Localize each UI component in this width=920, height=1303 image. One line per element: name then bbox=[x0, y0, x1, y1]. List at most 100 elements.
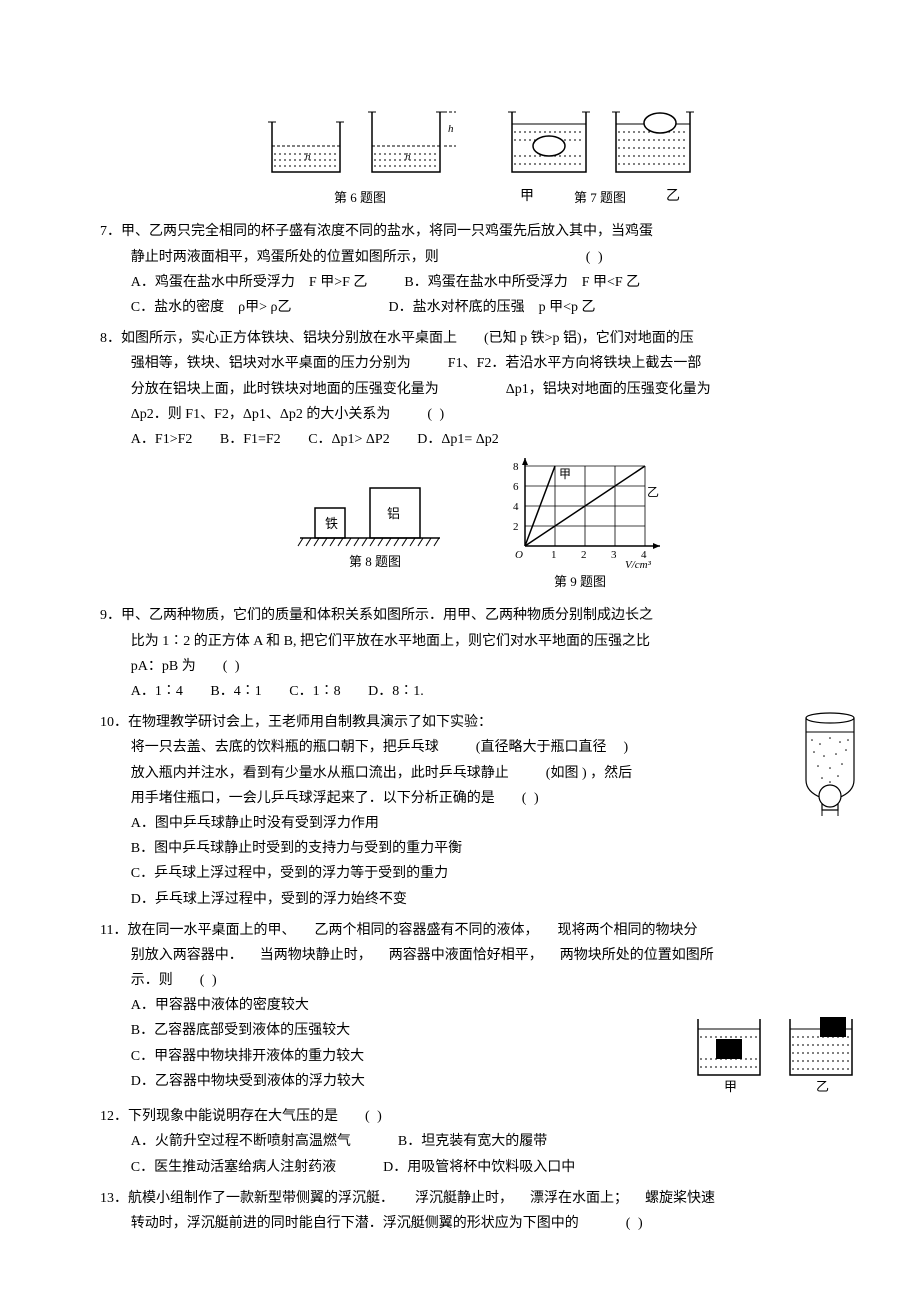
q13-ta2: 浮沉艇静止时， bbox=[415, 1191, 513, 1206]
q8-D: D．Δp1= Δp2 bbox=[417, 427, 499, 452]
q12-A: A．火箭升空过程不断喷射高温燃气 bbox=[131, 1134, 351, 1149]
q11-tb: 别放入两容器中． bbox=[131, 948, 243, 963]
q11-tb2: 当两物块静止时， bbox=[260, 948, 372, 963]
q7-A: A．鸡蛋在盐水中所受浮力 F 甲>F 乙 bbox=[131, 275, 368, 290]
fig9-yi: 乙 bbox=[647, 485, 659, 499]
fig6-wrap: h h h 第 6 题图 bbox=[260, 104, 460, 209]
q10-ta: 在物理教学研讨会上，王老师用自制教具演示了如下实验： bbox=[128, 715, 492, 730]
q11-num: 11． bbox=[100, 923, 127, 938]
q13-ta4: 螺旋桨快速 bbox=[645, 1191, 715, 1206]
q12-B: B．坦克装有宽大的履带 bbox=[398, 1134, 547, 1149]
fig9-wrap: 甲 乙 8 6 4 2 O 1 2 3 4 m/g V/cm³ 第 9 题图 bbox=[495, 458, 665, 593]
q9-tc: pA：pB 为 bbox=[131, 659, 196, 674]
q7-num: 7． bbox=[100, 224, 121, 239]
q7-ta: 甲、乙两只完全相同的杯子盛有浓度不同的盐水，将同一只鸡蛋先后放入其中，当鸡蛋 bbox=[121, 224, 653, 239]
q7-tb: 静止时两液面相平，鸡蛋所处的位置如图所示，则 bbox=[131, 250, 439, 265]
q9-tb: 比为 1∶2 的正方体 A 和 B, 把它们平放在水平地面上，则它们对水平地面的… bbox=[131, 634, 650, 649]
q13: 13．航模小组制作了一款新型带侧翼的浮沉艇． 浮沉艇静止时， 漂浮在水面上； 螺… bbox=[100, 1186, 860, 1236]
q12-paren: ( ) bbox=[365, 1109, 384, 1124]
svg-text:2: 2 bbox=[513, 521, 519, 533]
q8-num: 8． bbox=[100, 331, 121, 346]
q9-B: B．4∶1 bbox=[210, 679, 261, 704]
svg-text:3: 3 bbox=[611, 549, 617, 561]
q9: 9．甲、乙两种物质，它们的质量和体积关系如图所示．用甲、乙两种物质分别制成边长之… bbox=[100, 603, 860, 704]
fig8-fe-label: 铁 bbox=[325, 516, 338, 531]
q12-t: 下列现象中能说明存在大气压的是 bbox=[128, 1109, 338, 1124]
q11-tc: 示．则 bbox=[131, 973, 173, 988]
svg-text:h: h bbox=[448, 123, 454, 135]
fig7-label-left: 甲 bbox=[520, 184, 534, 209]
q7-paren: ( ) bbox=[586, 250, 605, 265]
q11-D: D．乙容器中物块受到液体的浮力较大 bbox=[131, 1074, 365, 1089]
q7-D: D．盐水对杯底的压强 p 甲<p 乙 bbox=[389, 300, 596, 315]
fig10-wrap bbox=[800, 710, 860, 820]
q11-C: C．甲容器中物块排开液体的重力较大 bbox=[131, 1049, 364, 1064]
q9-ta: 甲、乙两种物质，它们的质量和体积关系如图所示．用甲、乙两种物质分别制成边长之 bbox=[121, 608, 653, 623]
fig9-jia: 甲 bbox=[559, 467, 571, 481]
fig-row-6-7: h h h 第 6 题图 bbox=[100, 104, 860, 209]
fig6-caption: 第 6 题图 bbox=[260, 186, 460, 209]
fig9-xlabel: V/cm³ bbox=[625, 559, 652, 568]
q11-ta: 放在同一水平桌面上的甲、 bbox=[127, 923, 295, 938]
q11-tb3: 两容器中液面恰好相平， bbox=[389, 948, 543, 963]
svg-text:1: 1 bbox=[551, 549, 557, 561]
q10-paren: ( ) bbox=[522, 791, 541, 806]
q13-tb: 转动时，浮沉艇前进的同时能自行下潜．浮沉艇侧翼的形状应为下图中的 bbox=[131, 1216, 579, 1231]
fig9-caption: 第 9 题图 bbox=[495, 570, 665, 593]
q8-ta: 如图所示，实心正方体铁块、铝块分别放在水平桌面上 bbox=[121, 331, 457, 346]
q9-paren: ( ) bbox=[223, 659, 242, 674]
fig8-caption: 第 8 题图 bbox=[295, 550, 455, 573]
svg-text:h: h bbox=[305, 151, 311, 163]
svg-text:4: 4 bbox=[513, 501, 519, 513]
q7: 7．甲、乙两只完全相同的杯子盛有浓度不同的盐水，将同一只鸡蛋先后放入其中，当鸡蛋… bbox=[100, 219, 860, 320]
fig8-wrap: 铁 铝 第 8 题图 bbox=[295, 458, 455, 593]
fig9-svg: 甲 乙 8 6 4 2 O 1 2 3 4 m/g V/cm³ bbox=[495, 458, 665, 568]
q10-C: C．乒乓球上浮过程中，受到的浮力等于受到的重力 bbox=[131, 866, 448, 881]
svg-text:甲: 甲 bbox=[724, 1079, 737, 1094]
q11-ta2: 乙两个相同的容器盛有不同的液体， bbox=[314, 923, 538, 938]
q11: 11．放在同一水平桌面上的甲、 乙两个相同的容器盛有不同的液体， 现将两个相同的… bbox=[100, 918, 860, 1099]
q7-C: C．盐水的密度 ρ甲> ρ乙 bbox=[131, 300, 292, 315]
q13-paren: ( ) bbox=[626, 1216, 645, 1231]
svg-text:乙: 乙 bbox=[816, 1079, 829, 1094]
q9-D: D．8∶1. bbox=[368, 679, 424, 704]
q8-ta2: (已知 p 铁>p 铝)，它们对地面的压 bbox=[484, 331, 694, 346]
q10-tb3: ) bbox=[623, 740, 628, 755]
q11-paren: ( ) bbox=[200, 973, 219, 988]
svg-text:2: 2 bbox=[581, 549, 587, 561]
q9-num: 9． bbox=[100, 608, 121, 623]
fig6-svg: h h h bbox=[260, 104, 460, 184]
q11-B: B．乙容器底部受到液体的压强较大 bbox=[131, 1023, 350, 1038]
q8-A: A．F1>F2 bbox=[131, 427, 193, 452]
q10-tc: 放入瓶内并注水，看到有少量水从瓶口流出，此时乒乓球静止 bbox=[131, 766, 509, 781]
q12-num: 12． bbox=[100, 1109, 128, 1124]
q11-tb4: 两物块所处的位置如图所 bbox=[560, 948, 714, 963]
fig7-wrap: 甲 第 7 题图 乙 bbox=[500, 104, 700, 209]
q7-B: B．鸡蛋在盐水中所受浮力 F 甲<F 乙 bbox=[404, 275, 640, 290]
fig7-label-right: 乙 bbox=[666, 184, 680, 209]
q10: 10．在物理教学研讨会上，王老师用自制教具演示了如下实验： 将一只去盖、去底的饮… bbox=[100, 710, 860, 912]
q9-C: C．1∶8 bbox=[289, 679, 340, 704]
q8-tb2: F1、F2．若沿水平方向将铁块上截去一部 bbox=[448, 356, 702, 371]
svg-text:6: 6 bbox=[513, 481, 519, 493]
q10-D: D．乒乓球上浮过程中，受到的浮力始终不变 bbox=[131, 892, 407, 907]
q8-tb: 强相等，铁块、铝块对水平桌面的压力分别为 bbox=[131, 356, 411, 371]
q8-tc2: Δp1，铝块对地面的压强变化量为 bbox=[506, 382, 711, 397]
fig11-svg: 甲 乙 bbox=[690, 1013, 860, 1098]
q12-D: D．用吸管将杯中饮料吸入口中 bbox=[383, 1160, 575, 1175]
svg-text:8: 8 bbox=[513, 461, 519, 473]
q10-tc3: ，然后 bbox=[590, 766, 632, 781]
fig7-caption: 第 7 题图 bbox=[574, 186, 626, 209]
fig7-svg bbox=[500, 104, 700, 184]
q10-td: 用手堵住瓶口，一会儿乒乓球浮起来了．以下分析正确的是 bbox=[131, 791, 495, 806]
svg-text:h: h bbox=[405, 151, 411, 163]
fig8-svg: 铁 铝 bbox=[295, 458, 455, 548]
fig8-al-label: 铝 bbox=[387, 506, 400, 521]
q8-tc: 分放在铝块上面，此时铁块对地面的压强变化量为 bbox=[131, 382, 439, 397]
fig10-svg bbox=[800, 710, 860, 820]
q10-tb: 将一只去盖、去底的饮料瓶的瓶口朝下，把乒乓球 bbox=[131, 740, 439, 755]
fig11-wrap: 甲 乙 bbox=[690, 1013, 860, 1098]
q8-td: Δp2．则 F1、F2，Δp1、Δp2 的大小关系为 bbox=[131, 407, 391, 422]
q11-ta3: 现将两个相同的物块分 bbox=[557, 923, 697, 938]
q10-tc2: (如图 ) bbox=[546, 766, 587, 781]
